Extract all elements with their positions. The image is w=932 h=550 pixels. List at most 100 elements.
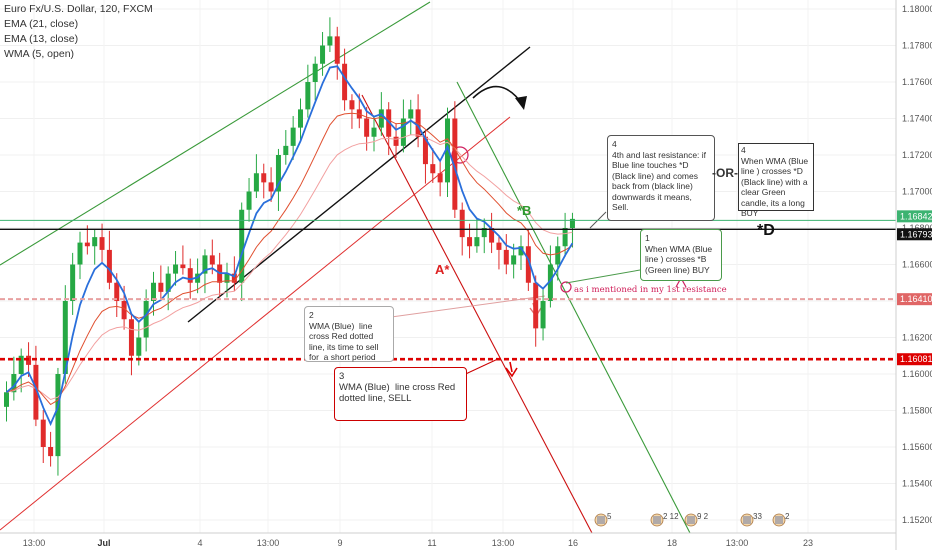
- indicator-ema13[interactable]: EMA (13, close): [4, 33, 79, 45]
- candle-body: [364, 118, 370, 137]
- note-sell-short: 2 WMA (Blue) line cross Red dotted line,…: [304, 306, 394, 362]
- candle-body: [474, 237, 480, 247]
- candle-body: [327, 36, 333, 46]
- event-count: 5: [607, 512, 612, 521]
- candle-body: [92, 237, 98, 247]
- curved-arrow-head: [515, 96, 527, 110]
- time-tick-label: 23: [803, 538, 813, 548]
- time-tick-label: Jul: [97, 538, 110, 548]
- candle-body: [400, 118, 406, 146]
- event-count: 9 2: [697, 512, 709, 521]
- candle-body: [569, 218, 575, 228]
- note1-pointer: [565, 269, 641, 284]
- candle-body: [187, 268, 193, 283]
- event-flag-icon: [650, 513, 664, 527]
- wma5-line: [5, 65, 574, 427]
- indicator-ema21[interactable]: EMA (21, close): [4, 18, 79, 30]
- candle-body: [40, 419, 46, 447]
- event-flag-inner: [653, 516, 661, 524]
- label-b: *B: [517, 203, 532, 218]
- time-tick-label: 13:00: [257, 538, 280, 548]
- label-a: A*: [435, 262, 450, 277]
- candle-body: [496, 242, 502, 250]
- candle-body: [121, 301, 127, 320]
- note-sell: 3 WMA (Blue) line cross Red dotted line,…: [334, 367, 467, 421]
- price-axis-labels: 1.16842 1.16793 1.16410 1.16081: [897, 210, 932, 366]
- time-tick-label: 9: [337, 538, 342, 548]
- cross-circle: [451, 146, 469, 164]
- time-axis[interactable]: 13:00 Jul 4 13:00 9 11 13:00 16 18 13:00 23: [23, 538, 813, 548]
- red-a-line: [361, 94, 593, 534]
- candle-body: [261, 173, 267, 183]
- event-flag-icon: [594, 513, 608, 527]
- time-tick-label: 13:00: [492, 538, 515, 548]
- sell-arrow: [505, 361, 518, 378]
- or-label: -OR-: [712, 166, 738, 180]
- candle-body: [55, 374, 61, 457]
- candle-body: [452, 118, 458, 210]
- note-long-buy: 4 When WMA (Blue line ) crosses *D (Blac…: [738, 143, 814, 218]
- candle-body: [77, 242, 83, 265]
- candle-body: [239, 209, 245, 283]
- price-tick-label: 1.15400: [902, 479, 932, 489]
- note-4th-resistance: 4 4th and last resistance: if Blue line …: [607, 135, 715, 221]
- ema13-line: [6, 112, 573, 406]
- price-tick-label: 1.17400: [902, 114, 932, 124]
- event-flag-inner: [597, 516, 605, 524]
- price-axis[interactable]: 1.18000 1.17800 1.17600 1.17400 1.17200 1.170…: [902, 4, 932, 525]
- time-tick-label: 16: [568, 538, 578, 548]
- price-tick-label: 1.17000: [902, 187, 932, 197]
- candle-body: [540, 301, 546, 329]
- price-tick-label: 1.16000: [902, 369, 932, 379]
- candle-body: [408, 109, 414, 119]
- price-tick-label: 1.16200: [902, 333, 932, 343]
- candle-body: [562, 228, 568, 247]
- time-tick-label: 11: [427, 538, 436, 548]
- price-label-text: 1.16793: [900, 229, 932, 239]
- candle-body: [283, 145, 289, 155]
- event-flag-inner: [687, 516, 695, 524]
- annotation-lines: [0, 1, 691, 534]
- candle-body: [11, 374, 17, 393]
- candle-body: [253, 173, 259, 192]
- candles-layer: [4, 17, 575, 476]
- note-buy-cross-b: 1 When WMA (Blue line ) crosses *B (Gree…: [640, 229, 722, 281]
- upper-channel-line: [0, 1, 431, 266]
- event-flag-inner: [775, 516, 783, 524]
- candle-body: [386, 109, 392, 137]
- event-count: 2: [785, 512, 790, 521]
- candle-body: [165, 273, 171, 292]
- resistance-note: as i mentioned in my 1st resistance: [574, 285, 727, 295]
- candle-body: [305, 82, 311, 110]
- candle-body: [393, 136, 399, 146]
- price-label-text: 1.16842: [900, 211, 932, 221]
- price-label-bg: [897, 353, 932, 366]
- price-label-bg: [897, 228, 932, 241]
- price-label-text: 1.16081: [900, 354, 932, 364]
- candle-body: [430, 164, 436, 174]
- candle-body: [298, 109, 303, 128]
- candle-body: [422, 136, 428, 165]
- label-d: *D: [757, 222, 775, 239]
- candle-body: [467, 237, 473, 247]
- price-tick-label: 1.17800: [902, 41, 932, 51]
- candle-body: [4, 392, 9, 407]
- price-tick-label: 1.15600: [902, 442, 932, 452]
- candle-body: [246, 191, 252, 210]
- candle-body: [151, 282, 156, 301]
- candle-body: [334, 36, 340, 64]
- candle-body: [143, 301, 149, 338]
- candle-body: [128, 319, 134, 356]
- candle-body: [290, 127, 296, 146]
- price-tick-label: 1.15800: [902, 406, 932, 416]
- candle-body: [268, 182, 274, 192]
- price-tick-label: 1.16800: [902, 223, 932, 233]
- candle-body: [503, 249, 509, 265]
- symbol-title[interactable]: Euro Fx/U.S. Dollar, 120, FXCM: [4, 3, 153, 15]
- candle-body: [158, 282, 164, 292]
- indicator-wma5[interactable]: WMA (5, open): [4, 48, 75, 60]
- candle-body: [173, 264, 179, 274]
- candle-body: [48, 447, 54, 457]
- candle-body: [70, 264, 76, 301]
